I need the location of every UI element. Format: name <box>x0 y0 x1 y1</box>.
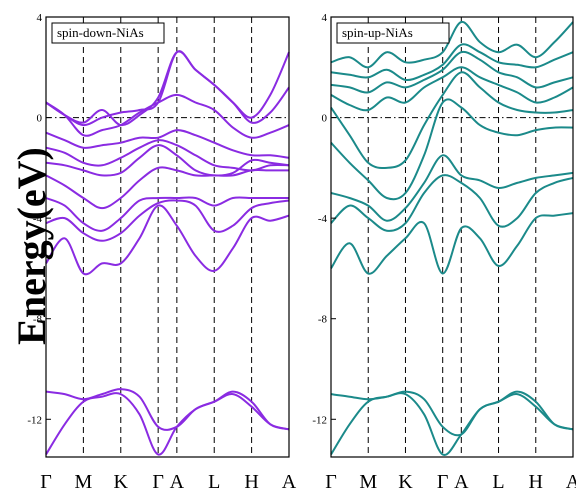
kpoint-label: K <box>114 471 129 493</box>
y-tick-label: 0 <box>37 113 43 125</box>
kpoint-label: A <box>170 471 185 493</box>
band-line-8 <box>330 66 574 112</box>
kpoint-label: A <box>566 471 576 493</box>
y-tick-label: -12 <box>27 414 42 426</box>
band-line-6 <box>45 166 289 210</box>
band-line-8 <box>45 139 290 172</box>
kpoint-label: M <box>359 471 377 493</box>
band-line-9 <box>45 129 290 159</box>
y-tick-label: -4 <box>33 213 43 225</box>
kpoint-label: L <box>208 471 220 493</box>
band-line-11 <box>45 50 290 127</box>
band-line-10 <box>45 93 290 139</box>
band-line-4 <box>45 199 290 242</box>
band-line-2 <box>330 390 574 437</box>
y-tick-label: 4 <box>37 12 43 24</box>
y-tick-label: 0 <box>322 113 328 125</box>
kpoint-label: H <box>529 471 543 493</box>
band-line-3 <box>330 212 574 275</box>
kpoint-label: Γ <box>437 471 449 493</box>
panel-title: spin-up-NiAs <box>342 25 413 40</box>
kpoint-label: L <box>492 471 504 493</box>
kpoint-label: H <box>244 471 258 493</box>
kpoint-label: Γ <box>40 471 52 493</box>
band-line-7 <box>45 144 290 177</box>
plot-frame <box>330 16 574 458</box>
kpoint-label: Γ <box>152 471 164 493</box>
band-line-1 <box>330 392 574 456</box>
kpoint-label: A <box>282 471 297 493</box>
y-axis-label: Energy(eV) <box>9 147 54 345</box>
y-tick-label: -8 <box>33 314 43 326</box>
kpoint-label: M <box>74 471 92 493</box>
band-line-3 <box>45 204 290 276</box>
y-tick-label: -8 <box>318 314 328 326</box>
title-box <box>51 22 165 44</box>
y-tick-label: -4 <box>318 213 328 225</box>
band-line-4 <box>330 174 574 232</box>
kpoint-label: Γ <box>325 471 337 493</box>
band-line-9 <box>330 50 574 94</box>
band-line-11 <box>330 20 574 69</box>
title-box <box>336 22 450 44</box>
y-tick-label: 4 <box>322 12 328 24</box>
band-line-1 <box>45 392 290 456</box>
panel-title: spin-down-NiAs <box>57 25 144 40</box>
band-line-12 <box>45 50 290 127</box>
band-line-5 <box>45 196 289 232</box>
band-line-2 <box>45 388 290 431</box>
band-line-10 <box>330 43 574 82</box>
band-line-7 <box>330 71 574 170</box>
y-tick-label: -12 <box>312 414 327 426</box>
kpoint-label: K <box>398 471 413 493</box>
band-line-6 <box>330 98 574 201</box>
band-line-5 <box>330 154 574 222</box>
kpoint-label: A <box>454 471 469 493</box>
plot-frame <box>45 16 290 458</box>
